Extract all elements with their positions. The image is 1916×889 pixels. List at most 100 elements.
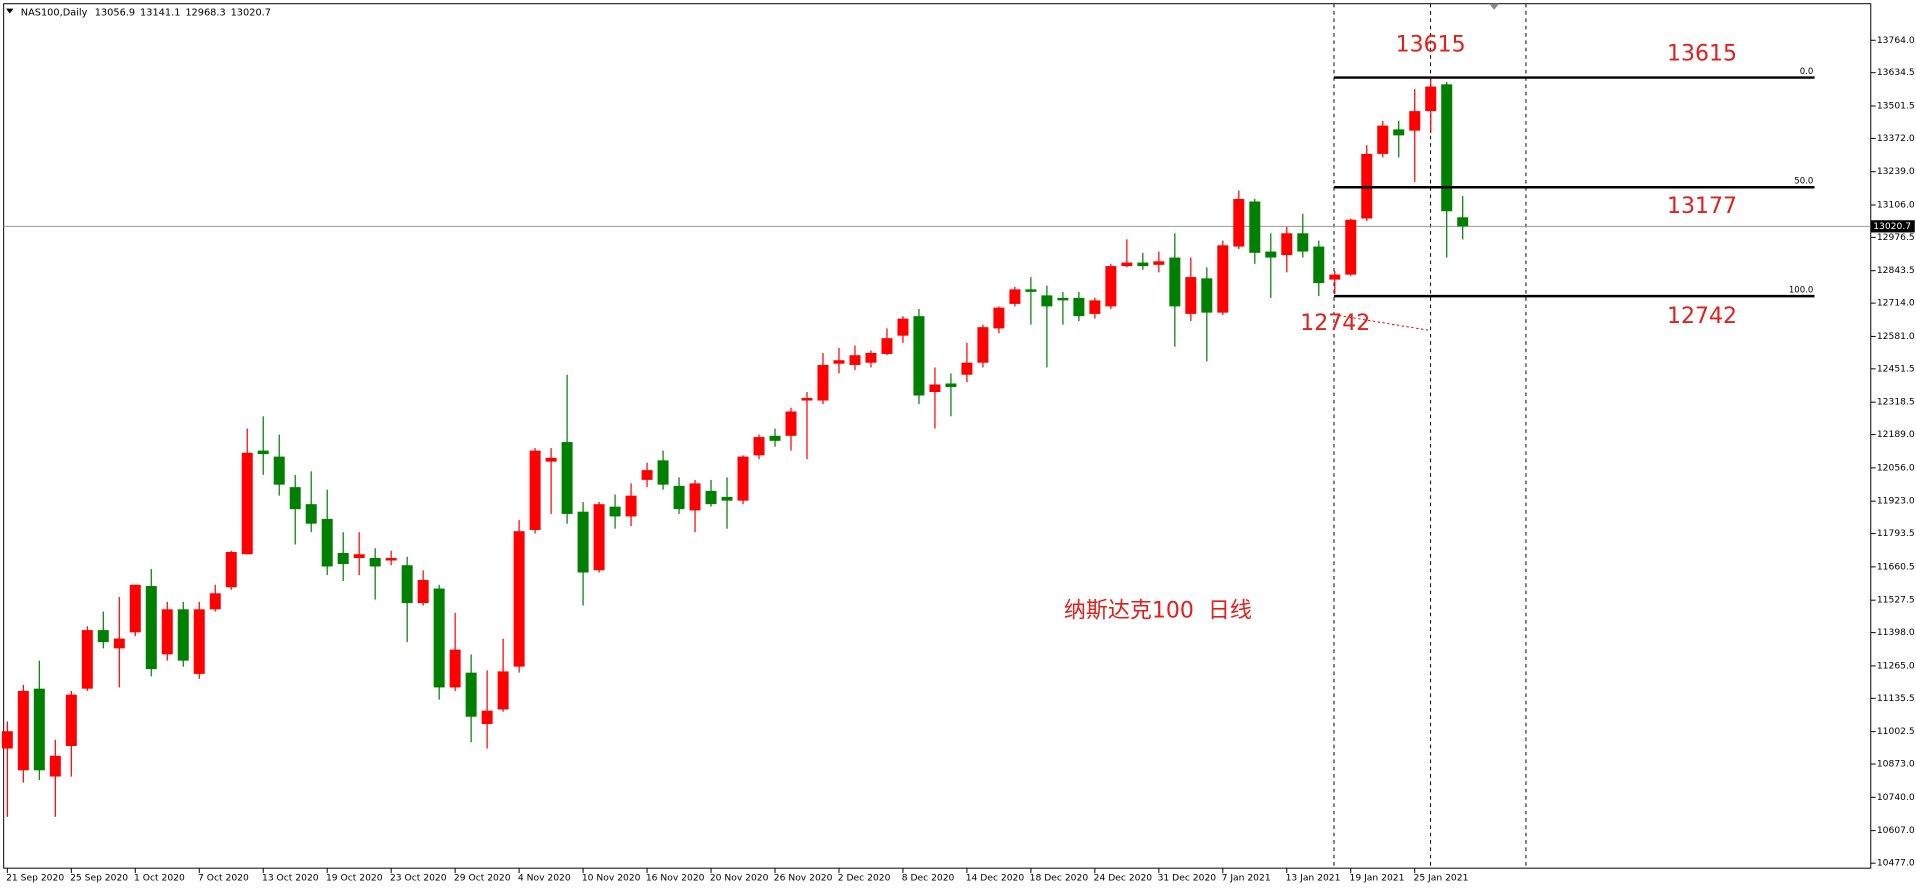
y-tick-label: 11398.0 <box>1877 627 1915 638</box>
high-annotation: 13615 <box>1396 32 1466 57</box>
candle-body <box>737 456 749 501</box>
x-tick-label: 25 Sep 2020 <box>70 872 128 883</box>
price-label: 13020.7 <box>1873 221 1911 232</box>
candle-body <box>321 518 333 567</box>
candle-body <box>1425 86 1437 112</box>
candle-body <box>609 506 621 517</box>
candle-body <box>993 307 1005 329</box>
x-tick-label: 21 Sep 2020 <box>6 872 64 883</box>
candle-body <box>897 318 909 336</box>
candle-body <box>1457 217 1469 227</box>
candle-body <box>753 437 765 456</box>
candle-body <box>1073 297 1085 317</box>
candle-body <box>177 609 189 661</box>
header: NAS100,Daily 13056.9 13141.1 12968.3 13020.7 <box>21 7 271 18</box>
y-tick-label: 12714.0 <box>1877 298 1915 309</box>
price-label-box <box>1870 220 1915 233</box>
candle-body <box>129 584 141 633</box>
y-tick-label: 10607.0 <box>1877 825 1915 836</box>
candle-body <box>929 384 941 393</box>
candle-body <box>113 638 125 649</box>
candle-body <box>1121 262 1133 267</box>
trend-line <box>1338 315 1429 331</box>
candle-body <box>1281 233 1293 256</box>
candle-body <box>193 609 205 674</box>
candle-body <box>833 360 845 364</box>
candle-body <box>97 630 109 643</box>
candle-body <box>1105 266 1117 307</box>
candle-body <box>1393 129 1405 136</box>
y-tick-label: 10873.0 <box>1877 759 1915 770</box>
annotation: 纳斯达克100 日线 <box>1064 598 1252 623</box>
x-tick-label: 26 Nov 2020 <box>774 872 833 883</box>
candle-body <box>1153 261 1165 265</box>
candle-body <box>465 672 477 717</box>
candle-body <box>1057 297 1069 301</box>
candle-body <box>1297 233 1309 252</box>
y-tick-label: 13501.5 <box>1877 100 1915 111</box>
fib-price-label: 13615 <box>1667 41 1737 66</box>
candle-body <box>689 483 701 511</box>
candle-body <box>561 442 573 514</box>
x-tick-label: 19 Jan 2021 <box>1350 872 1405 883</box>
candle-body <box>337 552 349 564</box>
candle-body <box>161 609 173 655</box>
low-annotation: 12742 <box>1300 311 1370 336</box>
y-tick-label: 13239.0 <box>1877 166 1915 177</box>
candle-body <box>433 588 445 688</box>
fib-level-label: 100.0 <box>1789 286 1813 296</box>
y-tick-label: 12451.5 <box>1877 363 1915 374</box>
candle-body <box>481 710 493 724</box>
candle-body <box>881 338 893 354</box>
x-tick-label: 18 Dec 2020 <box>1030 872 1089 883</box>
candle-body <box>1137 262 1149 267</box>
candle-body <box>289 487 301 510</box>
plot-frame <box>3 3 1872 869</box>
candle-body <box>49 755 61 777</box>
candle-body <box>401 565 413 604</box>
candle-body <box>977 327 989 363</box>
candle-body <box>1345 219 1357 275</box>
candle-body <box>353 554 365 558</box>
x-tick-label: 16 Nov 2020 <box>646 872 705 883</box>
candle-body <box>913 316 925 396</box>
candle-body <box>545 457 557 462</box>
candle-body <box>945 383 957 387</box>
candle-body <box>865 352 877 363</box>
x-tick-label: 13 Oct 2020 <box>262 872 319 883</box>
candle-body <box>641 470 653 480</box>
x-tick-label: 7 Oct 2020 <box>198 872 249 883</box>
y-tick-label: 12056.0 <box>1877 462 1915 473</box>
x-tick-label: 4 Nov 2020 <box>518 872 571 883</box>
x-tick-label: 20 Nov 2020 <box>710 872 769 883</box>
candle-body <box>305 504 317 524</box>
x-tick-label: 19 Oct 2020 <box>326 872 383 883</box>
y-tick-label: 12318.5 <box>1877 397 1915 408</box>
candle-body <box>705 490 717 505</box>
candle-body <box>1201 278 1213 313</box>
y-tick-label: 13764.0 <box>1877 35 1915 46</box>
y-tick-label: 13372.0 <box>1877 133 1915 144</box>
x-tick-label: 13 Jan 2021 <box>1286 872 1341 883</box>
x-tick-label: 1 Oct 2020 <box>134 872 185 883</box>
candle-body <box>449 649 461 688</box>
candle-body <box>17 690 29 771</box>
candle-body <box>1185 277 1197 314</box>
y-tick-label: 13106.0 <box>1877 199 1915 210</box>
candle-body <box>1009 289 1021 304</box>
candle-body <box>529 450 541 530</box>
last-close: 13020.7 <box>231 7 271 18</box>
y-tick-label: 12189.0 <box>1877 429 1915 440</box>
y-tick-label: 11002.5 <box>1877 726 1915 737</box>
candle-body <box>593 504 605 571</box>
header-icon <box>6 8 14 14</box>
candle-body <box>721 496 733 501</box>
candle-body <box>81 630 93 689</box>
candle-body <box>1 731 13 749</box>
candle-body <box>385 557 397 561</box>
x-tick-label: 25 Jan 2021 <box>1414 872 1469 883</box>
candle-body <box>1313 246 1325 284</box>
candle-body <box>225 551 237 588</box>
